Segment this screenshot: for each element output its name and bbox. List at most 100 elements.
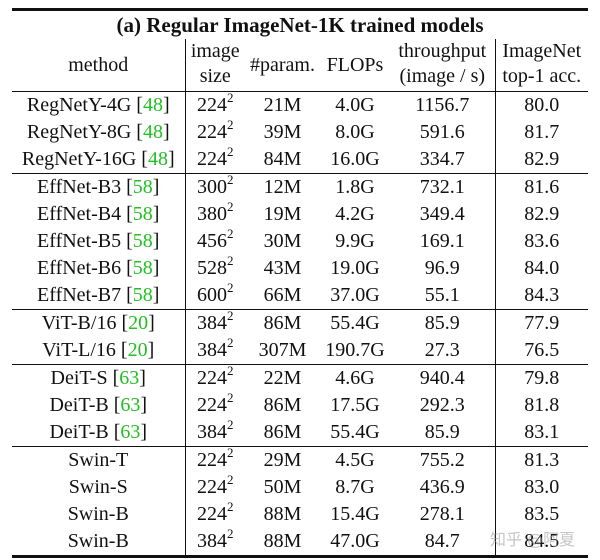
cell-flops: 16.0G (330, 148, 380, 170)
size-exponent: 2 (227, 499, 234, 515)
cell-throughput: 169.1 (390, 228, 496, 255)
cell-params: 88M (263, 503, 302, 525)
cell-accuracy: 82.9 (524, 148, 560, 170)
cell-throughput: 85.9 (390, 309, 496, 337)
citation: [20] (115, 339, 155, 361)
cell-throughput: 55.1 (390, 282, 496, 310)
citation: [58] (121, 284, 160, 306)
citation: [58] (121, 203, 160, 225)
citation-link[interactable]: 58 (132, 284, 153, 306)
size-exponent: 2 (227, 417, 234, 433)
citation-link[interactable]: 63 (120, 394, 141, 416)
cell-flops: 4.6G (320, 364, 390, 392)
cell-flops: 1.8G (320, 173, 390, 201)
cell-flops: 15.4G (330, 503, 380, 525)
method-name: ViT-B/16 (41, 312, 117, 334)
cell-accuracy: 83.5 (524, 503, 560, 525)
citation-link[interactable]: 58 (132, 203, 153, 225)
citation-link[interactable]: 63 (120, 421, 141, 443)
cell-method: Swin-S (12, 474, 186, 501)
cell-throughput: 940.4 (390, 364, 496, 392)
size-exponent: 2 (227, 308, 234, 324)
cell-flops: 47.0G (320, 528, 390, 558)
citation-link[interactable]: 48 (142, 94, 163, 116)
cell-method: DeiT-S [63] (12, 364, 186, 392)
size-exponent: 2 (227, 280, 234, 296)
table-row: EffNet-B6 [58] 5282 43M 19.0G 96.9 84.0 (12, 253, 588, 282)
cell-accuracy: 84.0 (524, 257, 560, 279)
header-throughput-line2: (image / s) (390, 64, 496, 91)
cell-method: Swin-B (12, 528, 186, 558)
cell-accuracy: 81.6 (495, 173, 589, 201)
method-name: Swin-B (67, 530, 129, 552)
cell-image-size: 2242 (185, 364, 245, 392)
header-params: #param. (250, 53, 315, 76)
table-row: DeiT-S [63] 2242 22M 4.6G 940.4 79.8 (12, 364, 589, 392)
header-throughput-line1: throughput (390, 39, 496, 64)
cell-params: 21M (263, 94, 302, 116)
citation-link[interactable]: 48 (142, 121, 163, 143)
table-row: Swin-T 2242 29M 4.5G 755.2 81.3 (12, 446, 589, 474)
cell-method: EffNet-B7 [58] (12, 282, 186, 310)
header-image-size-line2: size (199, 65, 231, 87)
cell-method: DeiT-B [63] (12, 419, 186, 447)
cell-accuracy: 81.8 (524, 394, 560, 416)
cell-params: 22M (245, 364, 320, 392)
table-row: EffNet-B3 [58] 3002 12M 1.8G 732.1 81.6 (12, 172, 589, 201)
method-name: DeiT-S (50, 367, 108, 389)
cell-image-size: 5282 (197, 253, 234, 279)
method-name: DeiT-B (49, 421, 109, 443)
citation-link[interactable]: 58 (132, 257, 153, 279)
cell-image-size: 3842 (185, 308, 245, 337)
table-row: Swin-S 2242 50M 8.7G 436.9 83.0 (12, 472, 588, 501)
cell-params: 29M (245, 446, 320, 474)
method-name: ViT-L/16 (42, 339, 116, 361)
table-row: ViT-L/16 [20] 3842 307M 190.7G 27.3 76.5 (12, 336, 588, 365)
method-name: DeiT-B (49, 394, 109, 416)
citation-link[interactable]: 20 (127, 339, 148, 361)
cell-throughput: 349.4 (390, 201, 496, 228)
header-image-size-line1: image (190, 40, 240, 62)
citation-link[interactable]: 58 (132, 176, 153, 198)
cell-image-size: 2242 (197, 144, 234, 170)
cell-image-size: 2242 (197, 390, 234, 416)
method-name: Swin-T (68, 449, 129, 471)
cell-accuracy: 83.6 (524, 230, 560, 252)
citation-link[interactable]: 20 (128, 312, 149, 334)
citation-link[interactable]: 63 (119, 367, 140, 389)
table-row: DeiT-B [63] 3842 86M 55.4G 85.9 83.1 (12, 417, 588, 447)
cell-params: 39M (263, 121, 302, 143)
cell-throughput: 85.9 (390, 419, 496, 447)
cell-accuracy: 77.9 (495, 309, 589, 337)
cell-flops: 55.4G (330, 421, 380, 443)
method-name: EffNet-B7 (37, 284, 122, 306)
cell-params: 43M (263, 257, 302, 279)
results-table-container: (a) Regular ImageNet-1K trained models m… (12, 8, 589, 558)
cell-image-size: 4562 (197, 226, 234, 252)
cell-flops: 19.0G (330, 257, 380, 279)
cell-image-size: 2242 (197, 117, 234, 143)
cell-flops: 190.7G (325, 339, 385, 361)
cell-method: EffNet-B5 [58] (12, 228, 186, 255)
citation: [20] (116, 312, 155, 334)
cell-params: 88M (245, 528, 320, 558)
cell-image-size: 3002 (185, 172, 245, 201)
method-name: Swin-S (68, 476, 128, 498)
size-exponent: 2 (227, 172, 234, 188)
cell-throughput: 292.3 (390, 392, 496, 419)
method-name: EffNet-B4 (37, 203, 122, 225)
header-accuracy-line1: ImageNet (502, 40, 582, 62)
cell-params: 19M (263, 203, 302, 225)
citation-link[interactable]: 48 (147, 148, 168, 170)
size-exponent: 2 (227, 390, 234, 406)
size-exponent: 2 (227, 472, 234, 488)
citation: [63] (108, 394, 148, 416)
citation: [48] (131, 94, 170, 116)
citation-link[interactable]: 58 (132, 230, 153, 252)
size-exponent: 2 (227, 90, 234, 106)
table-row: EffNet-B5 [58] 4562 30M 9.9G 169.1 83.6 (12, 226, 588, 255)
cell-accuracy: 82.9 (524, 203, 560, 225)
cell-params: 12M (245, 173, 320, 201)
cell-image-size: 2242 (185, 446, 245, 474)
cell-params: 86M (263, 421, 302, 443)
